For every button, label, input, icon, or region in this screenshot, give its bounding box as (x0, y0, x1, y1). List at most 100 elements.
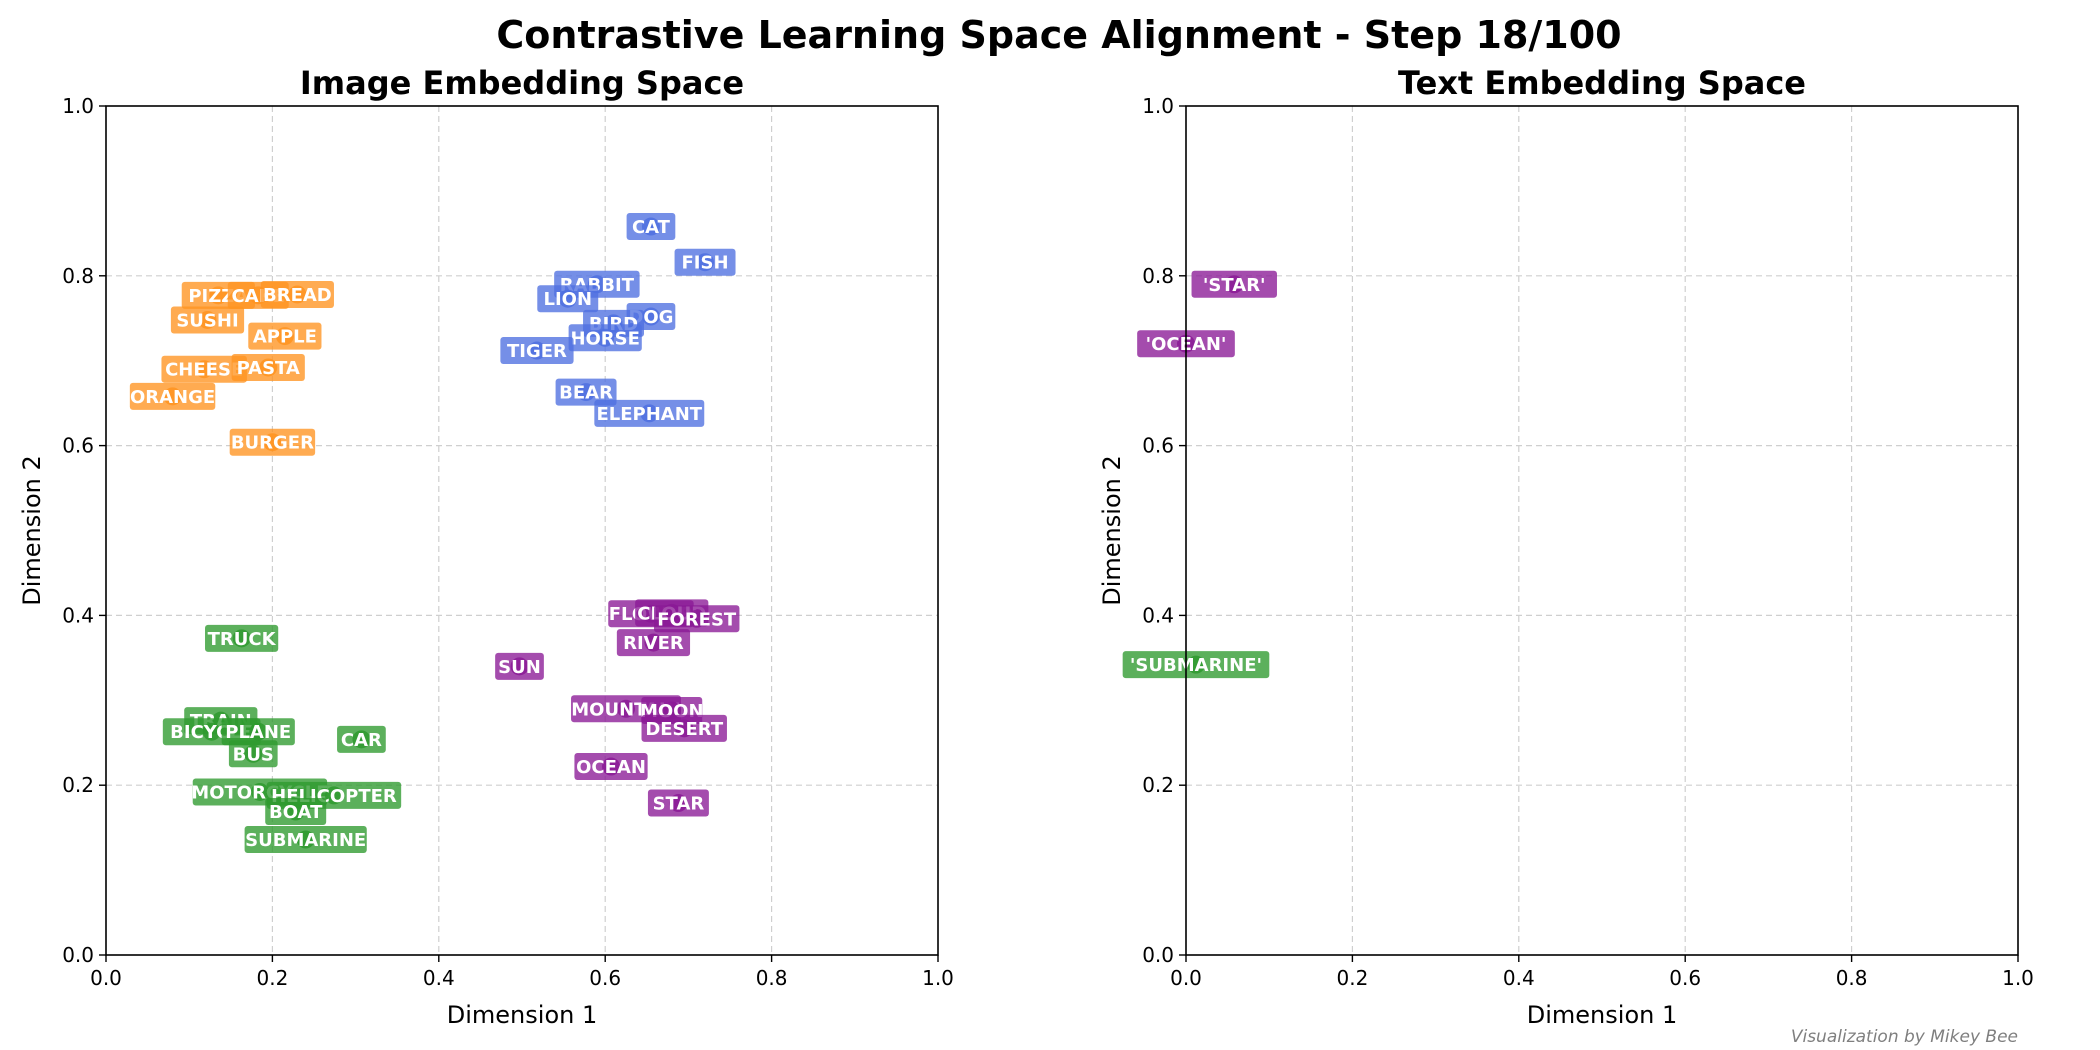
data-point: PASTA (231, 353, 305, 381)
point-label: OCEAN (576, 757, 646, 778)
y-tick-label: 0.0 (1142, 943, 1174, 967)
x-axis-label: Dimension 1 (447, 1001, 597, 1029)
point-label-box (1191, 270, 1277, 298)
data-point: RIVER (616, 629, 691, 657)
data-point: SUN (495, 652, 544, 680)
points: CATFISHRABBITLIONDOGBIRDHORSETIGERBEAREL… (129, 213, 740, 854)
y-tick-label: 0.8 (62, 264, 94, 288)
point-label: SUN (498, 657, 541, 678)
data-point: BUS (228, 740, 278, 768)
point-label: BUS (233, 744, 274, 765)
x-tick-label: 0.8 (1836, 966, 1868, 990)
data-point: SUBMARINE (244, 826, 367, 854)
point-label-box (1122, 651, 1270, 679)
point-label: CAR (341, 730, 382, 751)
x-tick-label: 0.0 (1170, 966, 1202, 990)
point-label-box (244, 826, 367, 854)
point-label: TIGER (507, 341, 567, 362)
figure-title: Contrastive Learning Space Alignment - S… (496, 13, 1621, 57)
point-label-box (221, 718, 295, 746)
data-point: 'SUBMARINE' (1122, 651, 1270, 679)
point-label: HORSE (570, 328, 640, 349)
data-point: ORANGE (129, 382, 216, 410)
data-point: TIGER (500, 337, 574, 365)
point-label-box (537, 285, 599, 313)
point-label: BOAT (269, 802, 323, 823)
point-label-box (205, 624, 279, 652)
data-point: LION (537, 285, 599, 313)
point-label-box (555, 378, 617, 406)
x-tick-label: 0.4 (423, 966, 455, 990)
point-label-box (161, 355, 247, 383)
data-point: BOAT (265, 798, 327, 826)
point-label-box (674, 248, 736, 276)
data-point: DESERT (641, 714, 727, 742)
data-point: 'STAR' (1191, 270, 1277, 298)
point-label: ORANGE (130, 387, 215, 408)
point-label: ELEPHANT (596, 404, 702, 425)
point-label: 'SUBMARINE' (1130, 655, 1262, 676)
point-label: PLANE (225, 722, 291, 743)
image-embedding-panel: CATFISHRABBITLIONDOGBIRDHORSETIGERBEAREL… (18, 64, 954, 1029)
points: 'STAR''OCEAN''SUBMARINE' (1122, 270, 1277, 679)
y-tick-label: 0.4 (1142, 603, 1174, 627)
point-label: DESERT (645, 719, 724, 740)
point-label-box (229, 428, 316, 456)
x-tick-label: 0.6 (589, 966, 621, 990)
x-tick-label: 0.2 (256, 966, 288, 990)
x-tick-label: 0.0 (90, 966, 122, 990)
point-label: LION (543, 289, 592, 310)
y-tick-label: 0.6 (62, 434, 94, 458)
credit-text: Visualization by Mikey Bee (1791, 1027, 2018, 1047)
point-label: BREAD (263, 285, 332, 306)
x-tick-label: 0.2 (1336, 966, 1368, 990)
data-point: SUSHI (170, 306, 245, 334)
data-point: CAR (337, 725, 386, 753)
data-point: APPLE (248, 322, 322, 350)
point-label: RIVER (623, 633, 684, 654)
point-label-box (129, 382, 216, 410)
y-tick-label: 0.6 (1142, 434, 1174, 458)
point-label: STAR (653, 794, 705, 815)
data-point: OCEAN (574, 753, 648, 781)
x-tick-label: 1.0 (2002, 966, 2034, 990)
data-point: BURGER (229, 428, 316, 456)
point-label-box (500, 337, 574, 365)
point-label-box (626, 213, 676, 241)
data-point: ELEPHANT (594, 399, 705, 427)
point-label: PASTA (237, 358, 300, 379)
point-label: 'STAR' (1203, 275, 1266, 296)
point-label-box (248, 322, 322, 350)
data-point: PLANE (221, 718, 295, 746)
point-label-box (654, 605, 740, 633)
point-label-box (647, 789, 709, 817)
axes-frame (105, 105, 939, 956)
point-label: SUSHI (176, 310, 238, 331)
data-point: BREAD (260, 280, 334, 308)
point-label: BEAR (559, 383, 613, 404)
point-label-box (568, 324, 642, 352)
point-label: BURGER (231, 433, 314, 454)
point-label-box (495, 652, 544, 680)
chart-title: Text Embedding Space (1398, 64, 1806, 102)
point-label: CHEESE (165, 360, 243, 381)
point-label-box (616, 629, 691, 657)
point-label-box (170, 306, 245, 334)
point-label: SUBMARINE (245, 830, 366, 851)
point-label-box (574, 753, 648, 781)
grid (106, 106, 938, 955)
x-tick-label: 0.4 (1503, 966, 1535, 990)
y-tick-label: 0.0 (62, 943, 94, 967)
point-label: FOREST (657, 609, 737, 630)
y-tick-label: 0.8 (1142, 264, 1174, 288)
grid (1186, 106, 2018, 955)
axes-frame (1185, 105, 2019, 956)
y-tick-label: 0.2 (62, 773, 94, 797)
point-label-box (228, 740, 278, 768)
y-axis-label: Dimension 2 (18, 455, 46, 605)
point-label-box (641, 714, 727, 742)
y-tick-label: 1.0 (1142, 94, 1174, 118)
y-tick-label: 0.2 (1142, 773, 1174, 797)
data-point: TRUCK (205, 624, 279, 652)
